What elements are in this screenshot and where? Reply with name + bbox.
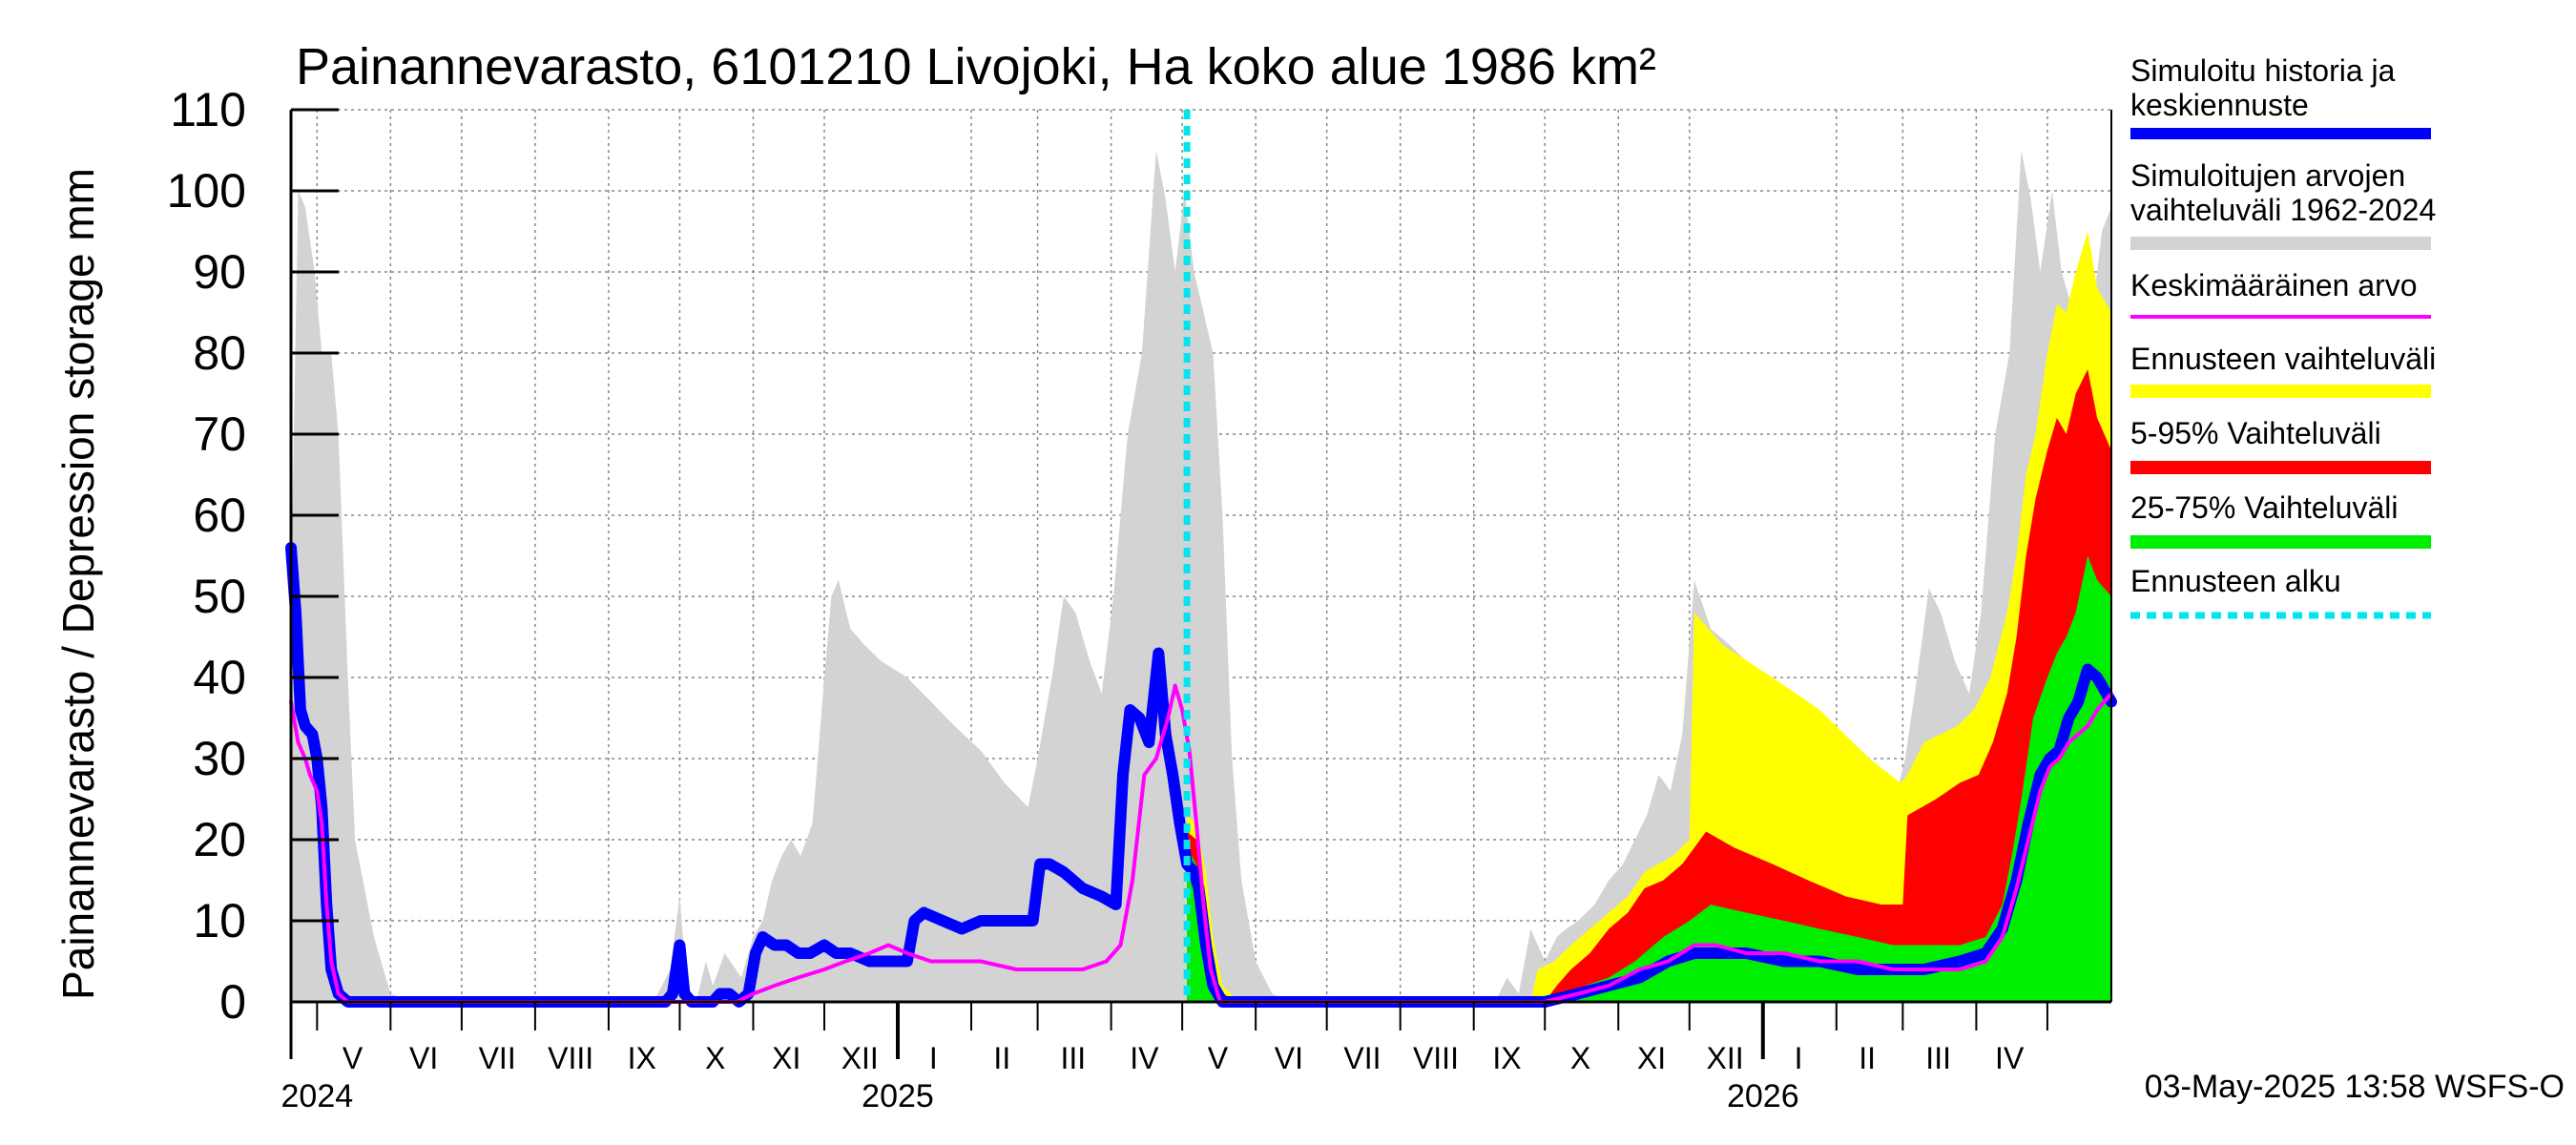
legend-label: vaihteluväli 1962-2024 [2130, 193, 2436, 227]
chart-title: Painannevarasto, 6101210 Livojoki, Ha ko… [296, 38, 1656, 95]
y-tick-label: 30 [193, 732, 246, 785]
legend-label: keskiennuste [2130, 88, 2309, 122]
month-tick-label: IV [1130, 1041, 1159, 1075]
y-axis-label: Painannevarasto / Depression storage mm [53, 168, 103, 1000]
legend-label: Ennusteen alku [2130, 564, 2341, 598]
month-tick-label: IX [1492, 1041, 1521, 1075]
month-tick-label: XI [772, 1041, 800, 1075]
month-tick-label: VI [1275, 1041, 1303, 1075]
month-tick-label: XII [1706, 1041, 1743, 1075]
month-tick-label: IV [1995, 1041, 2025, 1075]
month-tick-label: VI [409, 1041, 438, 1075]
y-tick-label: 110 [170, 83, 246, 136]
month-tick-label: VII [479, 1041, 516, 1075]
month-tick-label: III [1061, 1041, 1087, 1075]
month-tick-label: VIII [1413, 1041, 1459, 1075]
month-tick-label: V [1208, 1041, 1229, 1075]
month-tick-label: I [929, 1041, 938, 1075]
y-tick-label: 40 [193, 651, 246, 704]
legend-label: Simuloitu historia ja [2130, 53, 2396, 88]
legend-label: Keskimääräinen arvo [2130, 268, 2418, 302]
month-tick-label: VIII [548, 1041, 593, 1075]
range-band-area [291, 150, 2111, 1002]
year-tick-label: 2025 [862, 1078, 934, 1114]
legend-label: Simuloitujen arvojen [2130, 158, 2405, 193]
month-tick-label: I [1795, 1041, 1803, 1075]
legend-label: 5-95% Vaihteluväli [2130, 416, 2381, 450]
month-tick-label: IX [628, 1041, 656, 1075]
month-tick-label: III [1925, 1041, 1951, 1075]
y-tick-label: 90 [193, 245, 246, 299]
month-tick-label: X [705, 1041, 725, 1075]
year-tick-label: 2024 [281, 1078, 354, 1114]
month-tick-label: V [343, 1041, 364, 1075]
y-tick-label: 70 [193, 407, 246, 461]
y-tick-label: 20 [193, 813, 246, 866]
month-tick-label: XI [1637, 1041, 1666, 1075]
y-tick-label: 60 [193, 489, 246, 542]
month-tick-label: X [1570, 1041, 1590, 1075]
legend-label: Ennusteen vaihteluväli [2130, 342, 2436, 376]
y-tick-label: 80 [193, 326, 246, 380]
month-tick-label: II [993, 1041, 1010, 1075]
forecast-band-area [1187, 231, 2111, 1002]
legend-label: 25-75% Vaihteluväli [2130, 490, 2398, 525]
y-tick-label: 100 [167, 164, 246, 218]
month-tick-label: VII [1343, 1041, 1381, 1075]
year-tick-label: 2026 [1727, 1078, 1799, 1114]
month-tick-label: II [1859, 1041, 1876, 1075]
timestamp: 03-May-2025 13:58 WSFS-O [2145, 1069, 2565, 1105]
y-tick-label: 0 [219, 975, 246, 1029]
month-tick-label: XII [841, 1041, 879, 1075]
y-tick-label: 10 [193, 894, 246, 947]
y-tick-label: 50 [193, 570, 246, 623]
history-series-line [285, 542, 2117, 1008]
p25-75-band-area [1187, 555, 2111, 1002]
